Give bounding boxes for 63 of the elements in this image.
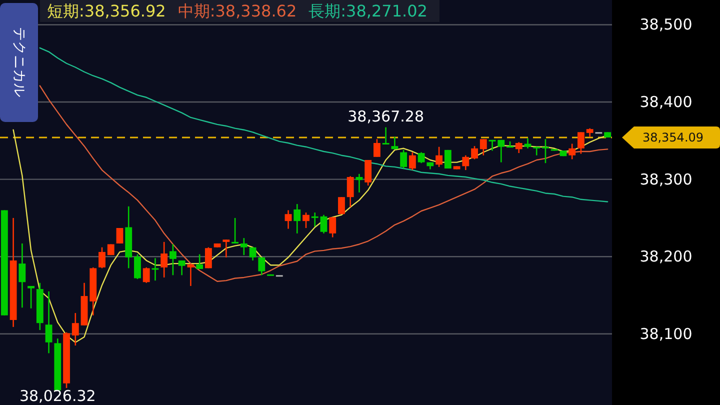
candlestick — [294, 203, 301, 234]
candlestick — [232, 217, 238, 244]
line-series — [39, 85, 608, 282]
candlestick — [568, 143, 576, 160]
candlestick — [408, 152, 416, 171]
candlestick — [400, 149, 408, 170]
candlestick — [471, 145, 478, 160]
candlestick — [249, 246, 256, 262]
candlestick — [284, 210, 292, 230]
y-tick-label: 38,100 — [640, 324, 692, 343]
candlestick — [98, 246, 106, 269]
candlestick — [436, 146, 442, 168]
candlestick — [373, 138, 380, 158]
candlestick — [462, 154, 470, 171]
text: 短期:38,356.92 — [47, 2, 166, 20]
candlestick — [418, 152, 425, 164]
candlestick — [542, 138, 549, 164]
candlestick — [258, 256, 266, 276]
ref-line-label: 38,354.09 — [642, 130, 704, 145]
candlestick — [72, 312, 79, 346]
candlestick — [160, 241, 168, 278]
candlestick — [524, 138, 532, 150]
y-tick-label: 38,200 — [640, 248, 692, 266]
annotation: テクニカル — [11, 27, 27, 97]
text: 長期:38,271.02 — [308, 2, 428, 20]
candlestick — [204, 246, 212, 269]
candlestick — [18, 242, 26, 308]
candlestick — [444, 149, 452, 170]
button: テクニカル — [0, 3, 38, 122]
y-tick-label: 38,400 — [640, 93, 692, 112]
candlestick — [356, 173, 363, 194]
candlestick — [338, 196, 345, 215]
candlestick — [391, 136, 398, 150]
candlestick — [329, 216, 336, 238]
candlestick — [152, 258, 159, 282]
candlestick — [515, 142, 522, 154]
annotation: 38,367.28 — [348, 107, 424, 126]
candlestick — [45, 290, 52, 354]
candlestick — [222, 238, 230, 258]
y-tick-label: 38,500 — [640, 16, 692, 34]
candlestick — [187, 264, 194, 287]
candlestick — [364, 159, 372, 186]
candlestick — [116, 227, 124, 244]
candlestick — [134, 254, 141, 280]
y-tick-label: 38,300 — [640, 170, 692, 188]
candlestick — [196, 254, 204, 270]
candlestick — [169, 244, 176, 276]
annotation: 38,026.32 — [19, 387, 96, 405]
candlestick — [311, 212, 318, 228]
candlestick — [302, 212, 310, 229]
candlestick — [320, 214, 328, 234]
candlestick — [240, 237, 248, 256]
candlestick — [480, 138, 487, 156]
candlestick — [577, 132, 584, 154]
candlestick — [382, 126, 390, 144]
candlestick — [28, 285, 35, 310]
line-series — [39, 47, 608, 202]
candlestick — [142, 266, 150, 284]
candlestick — [498, 139, 505, 163]
text: 中期:38,338.62 — [178, 2, 297, 20]
candlestick — [533, 146, 540, 156]
candlestick — [178, 260, 186, 276]
candlestick — [346, 176, 354, 208]
